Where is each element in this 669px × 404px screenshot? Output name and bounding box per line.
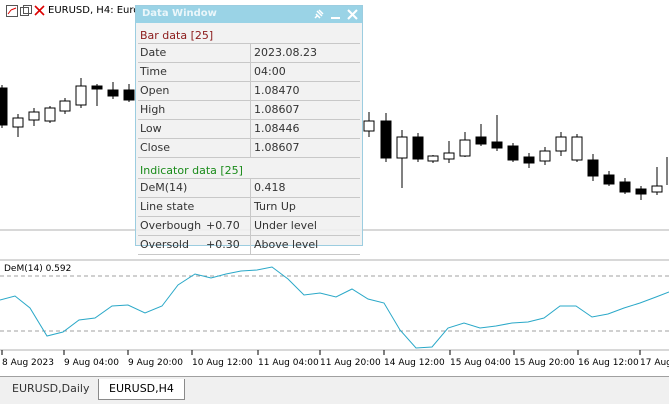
window-controls[interactable] [6, 5, 46, 17]
x-axis-tick-label: 11 Aug 20:00 [320, 358, 381, 368]
table-row: Line state Turn Up [138, 197, 360, 216]
row-key: DeM(14) [140, 181, 188, 194]
chart-title: EURUSD, H4: Euro vs US Dollar [48, 5, 204, 16]
candle-body [587, 159, 599, 177]
tab-eurusd-h4[interactable]: EURUSD,H4 [98, 379, 185, 400]
candle-body [651, 185, 663, 193]
table-row: Open 1.08470 [138, 81, 360, 100]
row-value: Above level [254, 238, 319, 251]
data-window-header[interactable]: Data Window [136, 6, 362, 23]
row-key: Date [140, 46, 167, 59]
x-axis-tick-label: 11 Aug 04:00 [258, 358, 319, 368]
row-key: Time [140, 65, 167, 78]
table-row: Close 1.08607 [138, 138, 360, 158]
candle-body [475, 136, 487, 145]
x-axis-tick-label: 17 Aug 04:00 [640, 358, 669, 368]
candle-body [539, 150, 551, 162]
minimize-icon[interactable] [329, 8, 342, 21]
candle-body [380, 120, 392, 159]
candle-body [603, 174, 615, 185]
candle-body [635, 188, 647, 195]
row-value: 1.08607 [254, 141, 300, 154]
price-chart[interactable] [0, 0, 669, 376]
row-value: 04:00 [254, 65, 286, 78]
chart-icon [6, 5, 18, 17]
row-value: 1.08470 [254, 84, 300, 97]
row-value: Turn Up [254, 200, 296, 213]
row-key: High [140, 103, 166, 116]
close-icon[interactable] [346, 8, 359, 21]
indicator-label: DeM(14) 0.592 [4, 264, 72, 274]
candle-body [571, 136, 583, 161]
close-icon[interactable] [34, 5, 45, 16]
row-key: Oversold [140, 238, 189, 251]
table-row: High 1.08607 [138, 100, 360, 119]
x-axis-tick-label: 14 Aug 12:00 [384, 358, 445, 368]
candle-body [0, 87, 8, 126]
data-window-title: Data Window [142, 8, 217, 19]
row-key: Open [140, 84, 170, 97]
row-value: Under level [254, 219, 317, 232]
restore-icon[interactable] [20, 5, 32, 16]
candle-body [443, 152, 455, 160]
candle-body [619, 181, 631, 193]
row-value: 0.418 [254, 181, 286, 194]
row-key: Close [140, 141, 170, 154]
table-row: Overbough +0.70 Under level [138, 216, 360, 235]
candle-body [427, 155, 439, 162]
row-key: Line state [140, 200, 195, 213]
candle-body [12, 117, 24, 128]
table-row: Low 1.08446 [138, 119, 360, 138]
pin-icon[interactable] [312, 8, 325, 21]
x-axis-tick-label: 16 Aug 12:00 [578, 358, 639, 368]
tab-eurusd-daily[interactable]: EURUSD,Daily [12, 382, 90, 395]
bar-data-table: Date 2023.08.23 Time 04:00 Open 1.08470 Hig… [136, 43, 362, 158]
x-axis-tick-label: 9 Aug 20:00 [128, 358, 183, 368]
row-extra: +0.30 [206, 238, 240, 251]
dem-indicator-line [0, 266, 669, 349]
candle-body [507, 145, 519, 161]
row-key: Low [140, 122, 162, 135]
candle-body [75, 85, 87, 106]
candle-body [459, 139, 471, 157]
table-row: Time 04:00 [138, 62, 360, 81]
indicator-data-heading: Indicator data [25] [140, 164, 243, 177]
candle-body [59, 100, 71, 112]
row-key: Overbough [140, 219, 202, 232]
x-axis-tick-label: 15 Aug 04:00 [450, 358, 511, 368]
candle-body [91, 85, 103, 90]
candle-body [44, 107, 56, 122]
row-value: 1.08607 [254, 103, 300, 116]
x-axis-tick-label: 9 Aug 04:00 [64, 358, 119, 368]
row-value: 1.08446 [254, 122, 300, 135]
indicator-data-table: DeM(14) 0.418 Line state Turn Up Overbough… [136, 178, 362, 255]
candle-body [107, 89, 119, 97]
x-axis-tick-label: 15 Aug 20:00 [514, 358, 575, 368]
row-value: 2023.08.23 [254, 46, 317, 59]
candle-body [396, 136, 408, 159]
table-row: DeM(14) 0.418 [138, 178, 360, 197]
candle-body [123, 89, 135, 101]
table-row: Date 2023.08.23 [138, 43, 360, 62]
x-axis-tick-label: 10 Aug 12:00 [192, 358, 253, 368]
candle-body [491, 141, 503, 149]
chart-tabs: EURUSD,Daily EURUSD,H4 [0, 376, 669, 404]
candle-body [28, 111, 40, 121]
candle-body [555, 136, 567, 152]
bar-data-heading: Bar data [25] [140, 29, 214, 42]
candle-body [523, 156, 535, 164]
x-axis-tick-label: 8 Aug 2023 [2, 358, 54, 368]
candle-body [412, 136, 424, 160]
data-window[interactable]: Data Window Bar data [25] Date 2023.08.23… [135, 5, 363, 255]
row-extra: +0.70 [206, 219, 240, 232]
table-row: Oversold +0.30 Above level [138, 235, 360, 255]
candle-body [363, 120, 375, 132]
